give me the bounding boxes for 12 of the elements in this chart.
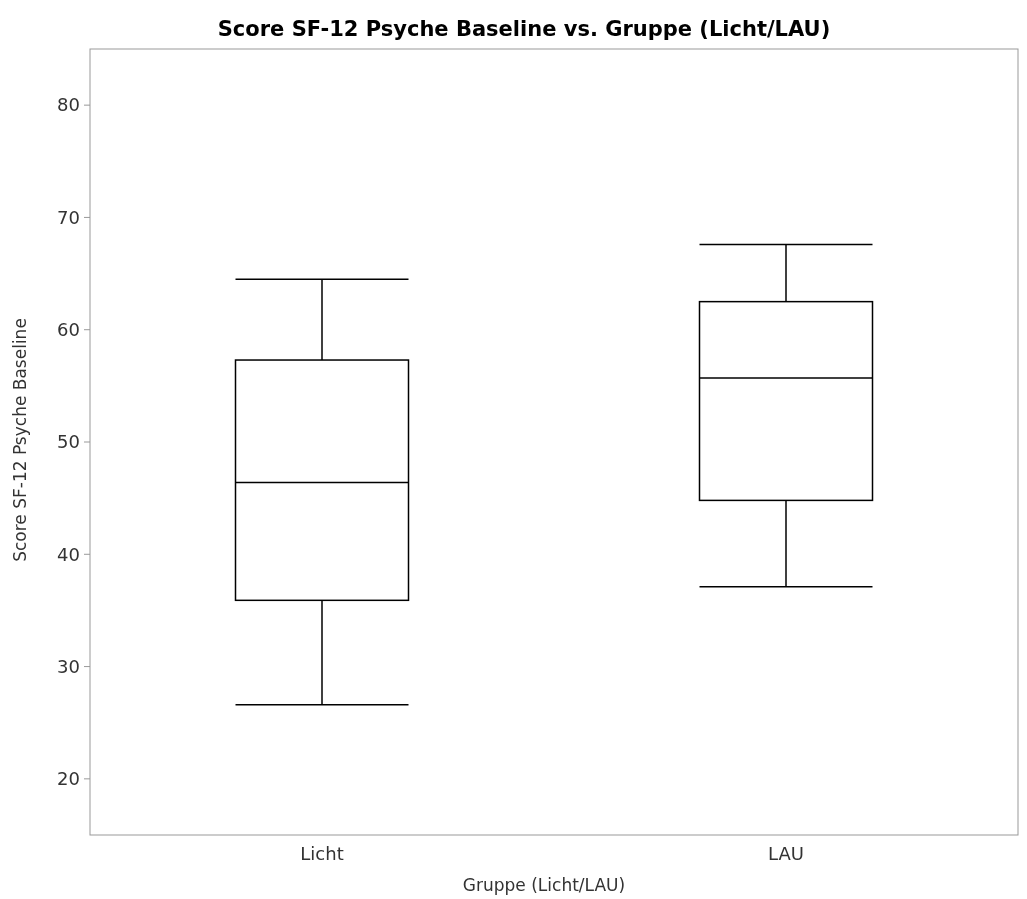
y-tick-label: 40 [57, 543, 80, 565]
y-tick-label: 70 [57, 206, 80, 228]
chart-title: Score SF-12 Psyche Baseline vs. Gruppe (Licht/LAU) [217, 17, 831, 41]
y-axis-title: Score SF-12 Psyche Baseline [10, 318, 30, 562]
y-tick-label: 60 [57, 319, 80, 341]
x-tick-label: LAU [768, 843, 804, 864]
y-tick-label: 20 [57, 768, 80, 790]
y-tick-label: 30 [57, 655, 80, 677]
x-tick-label: Licht [300, 843, 344, 864]
y-tick-label: 50 [57, 431, 80, 453]
y-tick-label: 80 [57, 94, 80, 116]
x-axis-title: Gruppe (Licht/LAU) [462, 875, 626, 895]
